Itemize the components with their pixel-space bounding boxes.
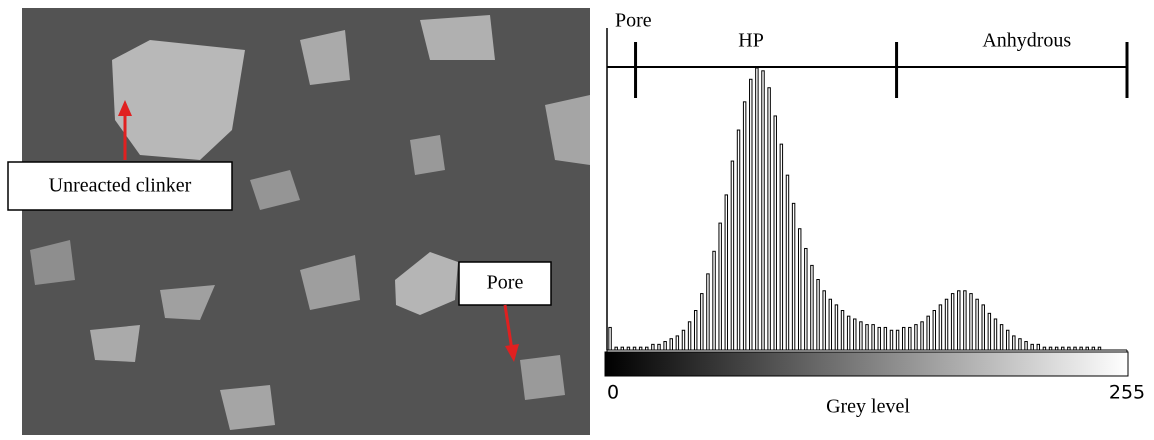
bar — [675, 335, 680, 351]
bar — [779, 143, 784, 351]
bar — [706, 273, 710, 351]
bar — [859, 321, 863, 351]
bar — [700, 293, 704, 351]
bar — [1005, 329, 1010, 351]
bar — [791, 202, 796, 351]
bar — [926, 315, 930, 351]
bar — [712, 250, 716, 351]
x-tick-label: 0 — [607, 382, 619, 404]
annotation: Pore — [487, 272, 524, 294]
bar — [957, 290, 961, 351]
bar — [969, 293, 973, 351]
bar — [632, 346, 637, 351]
bar — [944, 298, 949, 351]
bar — [1042, 346, 1047, 351]
bar — [1085, 346, 1089, 351]
bar — [871, 324, 875, 351]
x-tick-label: 255 — [1109, 382, 1145, 404]
bar — [773, 115, 777, 351]
histogram: Pore HP Anhydrous 0 255 Grey level — [604, 10, 1145, 418]
region-label: Anhydrous — [982, 30, 1071, 52]
bar — [626, 346, 631, 351]
bar — [1054, 346, 1059, 351]
bar — [1048, 346, 1053, 351]
grey-scale — [604, 351, 1129, 377]
bar — [914, 324, 918, 351]
bar — [981, 304, 985, 351]
bar — [932, 310, 937, 351]
bar — [950, 293, 955, 351]
annotation: Unreacted clinker — [49, 175, 192, 197]
bar — [1024, 341, 1028, 351]
bar — [1067, 346, 1071, 351]
bar — [993, 318, 998, 351]
micrograph — [7, 8, 590, 435]
bar — [1091, 346, 1096, 351]
bar — [608, 326, 612, 351]
bar — [1061, 346, 1065, 351]
bar — [846, 315, 851, 351]
bar — [883, 326, 888, 351]
bar — [975, 298, 979, 351]
bar — [920, 321, 924, 351]
bar — [889, 329, 894, 351]
bar — [749, 78, 753, 351]
bar — [785, 174, 790, 351]
bar — [620, 346, 625, 351]
bar — [999, 324, 1004, 351]
bar — [651, 343, 655, 351]
bar — [840, 310, 845, 351]
bar — [1097, 346, 1102, 351]
bar — [730, 160, 735, 351]
bar — [687, 321, 692, 351]
bar — [865, 324, 869, 351]
bar — [810, 264, 814, 351]
bar — [657, 343, 661, 351]
bar — [645, 346, 649, 351]
bar — [663, 341, 667, 351]
region-label: HP — [738, 30, 764, 52]
bar — [987, 312, 992, 351]
bar — [724, 194, 729, 351]
bar — [853, 318, 857, 351]
bar — [1018, 338, 1022, 351]
bar — [736, 129, 741, 351]
bar — [834, 304, 839, 351]
bar — [816, 279, 820, 351]
bar — [804, 247, 808, 351]
bar — [1012, 335, 1016, 351]
bar — [718, 222, 722, 351]
bar — [742, 101, 747, 351]
bar — [1030, 343, 1034, 351]
bar — [938, 304, 943, 351]
x-axis-label: Grey level — [826, 396, 910, 418]
bar — [877, 326, 881, 351]
bar — [767, 87, 771, 351]
bar — [669, 338, 673, 351]
bar — [1073, 346, 1077, 351]
bar — [901, 326, 906, 351]
bar — [908, 326, 912, 351]
bar — [1079, 346, 1083, 351]
bar — [693, 310, 698, 351]
bar — [638, 346, 643, 351]
bar — [755, 67, 759, 351]
bar — [1036, 343, 1041, 351]
bar — [828, 298, 833, 351]
bar — [797, 228, 802, 351]
bar — [761, 70, 765, 351]
region-label: Pore — [615, 10, 652, 32]
bar — [614, 346, 618, 351]
bar — [681, 329, 686, 351]
bar — [822, 290, 826, 351]
bar — [963, 290, 967, 351]
bar — [895, 329, 900, 351]
